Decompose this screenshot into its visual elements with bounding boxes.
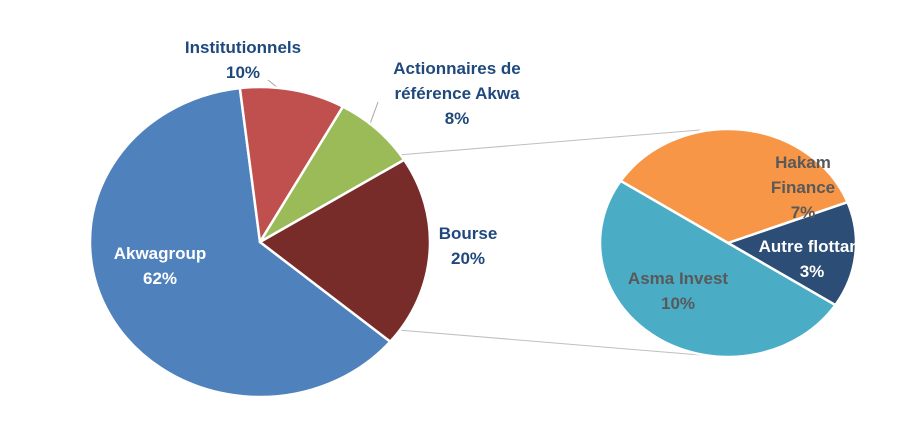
slice-value: 7% bbox=[790, 203, 816, 222]
slice-name: Bourse bbox=[438, 224, 498, 243]
pie-slice bbox=[598, 179, 837, 359]
slice-value: 8% bbox=[444, 109, 470, 128]
leader-line bbox=[369, 101, 379, 125]
slice-value: 20% bbox=[450, 249, 486, 268]
pie-slice bbox=[619, 127, 849, 245]
slice-value: 3% bbox=[799, 262, 825, 281]
slice-value: 10% bbox=[225, 63, 261, 82]
pie-slice bbox=[88, 86, 392, 399]
pie-slice bbox=[726, 200, 858, 307]
slice-name: Hakam Finance bbox=[770, 153, 836, 197]
pie-slice bbox=[258, 158, 432, 343]
slice-name: Akwagroup bbox=[113, 244, 207, 263]
slice-name: Asma Invest bbox=[627, 269, 729, 288]
slice-name: Institutionnels bbox=[184, 38, 302, 57]
pie-slice bbox=[238, 85, 345, 244]
slice-name: Autre flottant bbox=[758, 237, 866, 256]
slice-name: Actionnaires de référence Akwa bbox=[393, 59, 521, 103]
connector-line bbox=[397, 329, 701, 356]
slice-value: 10% bbox=[660, 294, 696, 313]
slice-value: 62% bbox=[142, 269, 178, 288]
connector-line bbox=[397, 129, 701, 156]
